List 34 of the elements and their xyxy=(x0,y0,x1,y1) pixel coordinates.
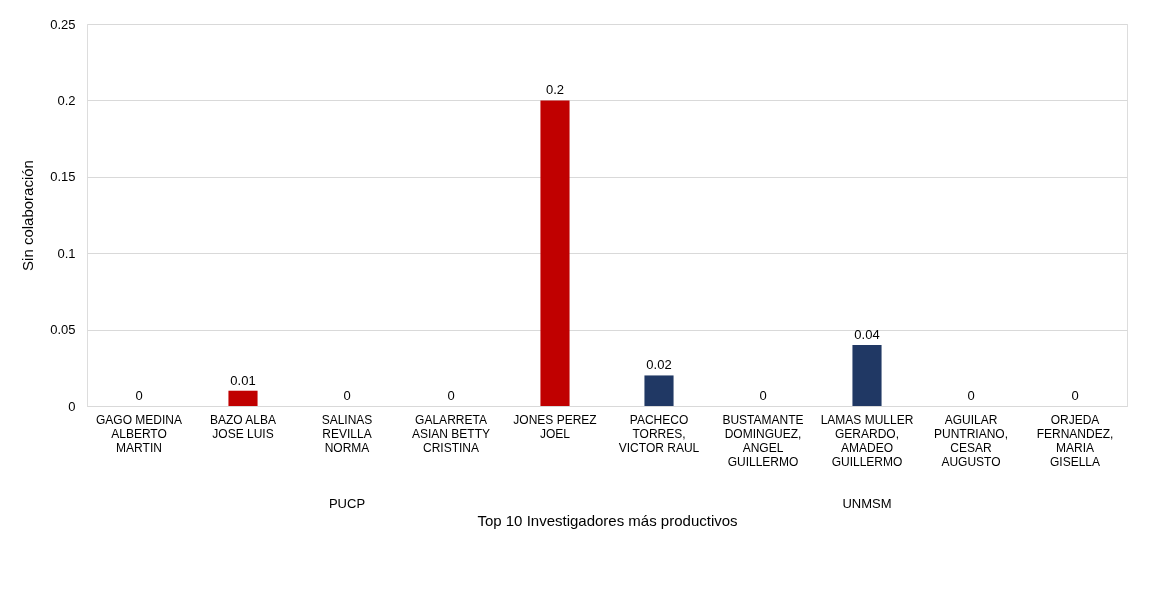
y-tick-label: 0.1 xyxy=(57,245,76,261)
x-tick-label: BAZO ALBA JOSE LUIS xyxy=(209,412,277,441)
y-tick-label: 0.25 xyxy=(50,16,76,32)
data-label: 0 xyxy=(1071,388,1079,403)
x-axis-title: Top 10 Investigadores más productivos xyxy=(477,511,738,529)
data-label: 0.2 xyxy=(545,82,565,98)
y-axis-title: Sin colaboración xyxy=(19,160,37,271)
y-tick-label: 0.2 xyxy=(57,92,76,108)
data-label: 0 xyxy=(135,388,143,403)
data-label: 0 xyxy=(759,388,767,403)
data-label: 0 xyxy=(343,388,351,403)
data-label: 0 xyxy=(447,388,455,403)
x-tick-label: JONES PEREZ JOEL xyxy=(513,412,597,441)
data-label: 0.01 xyxy=(230,372,256,388)
bar xyxy=(644,375,674,406)
x-tick-label: ORJEDA FERNANDEZ, MARIA GISELLA xyxy=(1036,412,1114,469)
bar xyxy=(852,344,882,406)
y-tick-label: 0.15 xyxy=(50,169,76,185)
x-tick-label: GALARRETA ASIAN BETTY CRISTINA xyxy=(411,412,491,455)
data-label: 0.02 xyxy=(646,357,672,373)
x-tick-label: PACHECO TORRES, VICTOR RAUL xyxy=(618,412,700,455)
data-label: 0 xyxy=(967,388,975,403)
x-tick-label: SALINAS REVILLA NORMA xyxy=(321,412,373,455)
text: PUCP xyxy=(328,496,366,511)
x-tick-label: LAMAS MULLER GERARDO, AMADEO GUILLERMO xyxy=(820,412,914,469)
text: UNMSM xyxy=(842,496,892,511)
y-tick-label: 0.05 xyxy=(50,322,76,338)
bar xyxy=(540,100,570,406)
y-tick-label: 0 xyxy=(68,398,76,414)
x-tick-label: BUSTAMANTE DOMINGUEZ, ANGEL GUILLERMO xyxy=(722,412,804,469)
x-tick-label: GAGO MEDINA ALBERTO MARTIN xyxy=(95,412,183,455)
bar xyxy=(228,390,258,406)
x-tick-label: AGUILAR PUNTRIANO, CESAR AUGUSTO xyxy=(933,412,1009,469)
data-label: 0.04 xyxy=(854,326,880,342)
